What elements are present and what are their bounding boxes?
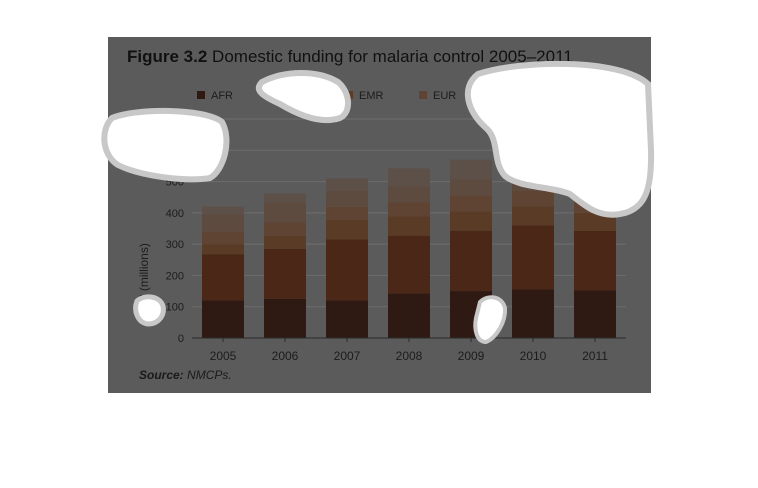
bar-segment-amr-2011	[574, 231, 616, 291]
legend-swatch-afr	[197, 91, 205, 99]
legend-label-afr: AFR	[211, 90, 233, 102]
source-note: Source: NMCPs.	[139, 368, 232, 382]
x-tick-label: 2010	[520, 349, 547, 363]
x-tick-label: 2007	[334, 349, 361, 363]
x-tick-label: 2006	[272, 349, 299, 363]
x-tick-label: 2009	[458, 349, 485, 363]
redaction-blob-upper-right	[465, 60, 655, 218]
bar-segment-afr-2011	[574, 290, 616, 338]
legend-label-eur: EUR	[433, 90, 456, 102]
bar-segment-eur-2005	[202, 231, 244, 245]
bar-segment-sear-2008	[388, 186, 430, 203]
x-tick-label: 2011	[582, 349, 608, 363]
bar-segment-wpr-2006	[264, 193, 306, 203]
bar-segment-eur-2009	[450, 195, 492, 212]
y-tick-label: 100	[166, 302, 184, 314]
bar-segment-amr-2008	[388, 235, 430, 294]
figure-label: Figure 3.2	[127, 47, 208, 66]
bar-segment-eur-2006	[264, 222, 306, 236]
redaction-blob-lower	[473, 295, 508, 345]
y-tick-label: 0	[178, 333, 184, 345]
bar-segment-amr-2006	[264, 248, 306, 299]
bar-segment-emr-2008	[388, 216, 430, 236]
bar-segment-wpr-2007	[326, 178, 368, 191]
bar-segment-eur-2008	[388, 202, 430, 217]
redaction-blob-axis	[133, 294, 166, 327]
figure-title: Figure 3.2 Domestic funding for malaria …	[127, 47, 647, 67]
y-tick-label: 400	[166, 208, 184, 220]
x-tick-label: 2005	[210, 349, 237, 363]
bar-segment-emr-2005	[202, 244, 244, 255]
bar-segment-emr-2006	[264, 235, 306, 249]
legend-swatch-eur	[419, 91, 427, 99]
bar-segment-amr-2007	[326, 239, 368, 301]
y-tick-label: 200	[166, 270, 184, 282]
bar-segment-sear-2005	[202, 214, 244, 232]
bar-segment-amr-2009	[450, 230, 492, 292]
source-label: Source:	[139, 368, 184, 382]
bar-segment-eur-2007	[326, 206, 368, 221]
bar-segment-eur-2010	[512, 190, 554, 207]
bar-segment-emr-2009	[450, 211, 492, 231]
bar-segment-emr-2011	[574, 212, 616, 232]
bar-segment-afr-2005	[202, 300, 244, 338]
bar-segment-afr-2007	[326, 300, 368, 338]
bar-segment-sear-2007	[326, 190, 368, 207]
bar-segment-emr-2007	[326, 220, 368, 240]
bar-segment-sear-2009	[450, 179, 492, 196]
bar-segment-emr-2010	[512, 206, 554, 226]
redaction-blob-legend	[255, 70, 351, 124]
bar-segment-afr-2008	[388, 293, 430, 338]
figure-title-text: Domestic funding for malaria control 200…	[212, 47, 573, 66]
bar-segment-sear-2006	[264, 202, 306, 223]
bar-segment-afr-2010	[512, 289, 554, 338]
bar-segment-wpr-2009	[450, 159, 492, 180]
bar-segment-amr-2005	[202, 254, 244, 301]
legend-label-emr: EMR	[359, 90, 384, 102]
source-text: NMCPs.	[187, 368, 232, 382]
bar-segment-wpr-2005	[202, 206, 244, 215]
bar-segment-wpr-2008	[388, 168, 430, 187]
bar-segment-afr-2006	[264, 298, 306, 338]
x-tick-label: 2008	[396, 349, 423, 363]
y-tick-label: 300	[166, 239, 184, 251]
bar-segment-amr-2010	[512, 225, 554, 290]
redaction-blob-upper-left	[101, 107, 230, 183]
